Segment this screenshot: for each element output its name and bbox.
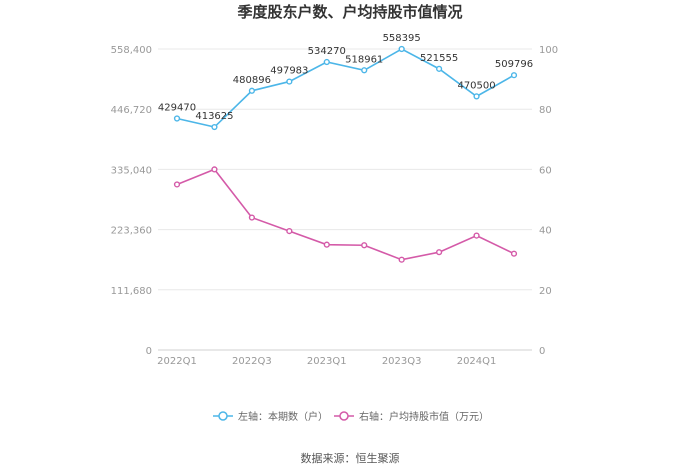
point-avg-value (436, 249, 443, 256)
series-line-avg-value (176, 168, 515, 261)
chart-title: 季度股东户数、户均持股市值情况 (237, 3, 462, 21)
data-label-households: 518961 (345, 54, 383, 65)
point-households (510, 72, 518, 79)
point-avg-value (398, 256, 405, 263)
left-tick-label: 446,720 (111, 105, 152, 116)
point-households (473, 93, 480, 100)
left-tick-label: 0 (146, 346, 152, 357)
right-tick-label: 20 (539, 286, 552, 297)
right-tick-label: 100 (539, 45, 558, 56)
legend-item-households[interactable]: 左轴：本期数（户） (213, 410, 328, 423)
legend: 左轴：本期数（户） 右轴：户均持股市值（万元） (213, 410, 489, 423)
data-label-households: 470500 (457, 80, 495, 91)
point-avg-value (286, 228, 293, 235)
data-label-households: 429470 (158, 102, 196, 113)
right-tick-label: 0 (539, 346, 545, 357)
point-households (173, 115, 181, 122)
data-label-households: 497983 (270, 66, 308, 77)
legend-marker-avg-value (339, 411, 349, 421)
x-axis-ticks: 2022Q1 2022Q3 2023Q1 2023Q3 2024Q1 (157, 349, 532, 367)
point-avg-value (248, 214, 255, 221)
point-households (286, 78, 293, 85)
source-note: 数据来源：恒生聚源 (301, 451, 400, 465)
legend-item-avg-value[interactable]: 右轴：户均持股市值（万元） (334, 410, 489, 423)
point-households (361, 67, 368, 74)
right-tick-label: 40 (539, 226, 552, 237)
legend-label-households: 左轴：本期数（户） (238, 410, 328, 423)
point-avg-value (211, 166, 218, 173)
right-tick-label: 60 (539, 165, 552, 176)
data-label-households: 558395 (383, 33, 421, 44)
point-avg-value (473, 232, 480, 239)
point-households (398, 45, 405, 53)
left-tick-label: 335,040 (111, 165, 152, 176)
data-label-households: 521555 (420, 53, 458, 64)
data-label-households: 413625 (195, 111, 233, 122)
legend-label-avg-value: 右轴：户均持股市值（万元） (359, 410, 489, 423)
x-tick-label: 2023Q3 (382, 356, 422, 367)
right-tick-label: 80 (539, 105, 552, 116)
left-tick-label: 111,680 (111, 286, 152, 297)
point-avg-value (361, 242, 368, 249)
point-households (323, 58, 330, 66)
x-tick-label: 2023Q1 (307, 356, 347, 367)
left-tick-label: 223,360 (111, 226, 152, 237)
x-tick-label: 2024Q1 (457, 356, 497, 367)
point-households (248, 87, 255, 94)
x-tick-label: 2022Q3 (232, 356, 272, 367)
left-axis-ticks: 0 111,680 223,360 335,040 446,720 558,400 (111, 45, 152, 357)
point-households (436, 65, 443, 72)
left-tick-label: 558,400 (111, 45, 152, 56)
right-axis-ticks: 0 20 40 60 80 100 (539, 45, 558, 357)
point-households (211, 123, 218, 131)
data-label-households: 534270 (308, 46, 346, 57)
series-line-households (176, 48, 515, 128)
x-tick-label: 2022Q1 (157, 356, 197, 367)
data-label-households: 480896 (233, 75, 271, 86)
point-avg-value (323, 241, 330, 248)
point-avg-value (510, 250, 518, 257)
data-label-households: 509796 (495, 59, 533, 70)
legend-marker-households (218, 411, 228, 421)
point-avg-value (173, 181, 181, 188)
